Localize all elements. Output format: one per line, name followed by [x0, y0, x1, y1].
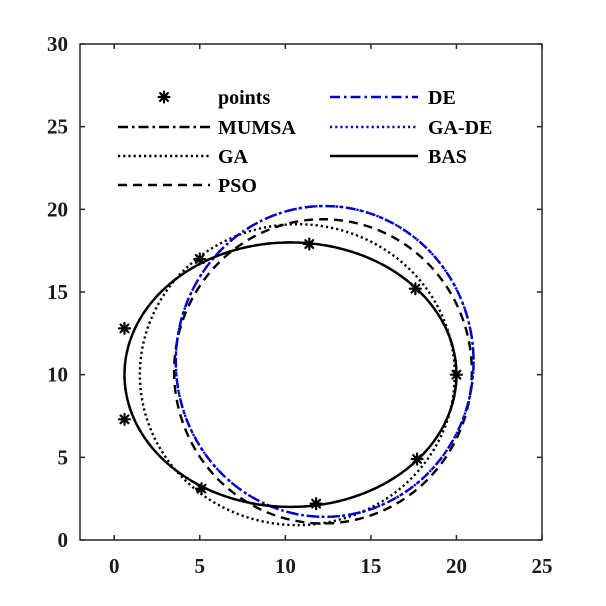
- legend-entry-mumsa: MUMSA: [118, 117, 296, 139]
- y-tick-label: 15: [47, 280, 68, 304]
- x-tick-label: 5: [195, 554, 206, 578]
- data-point: [117, 412, 132, 426]
- legend-swatch-points: [157, 90, 171, 104]
- legend-label: BAS: [428, 146, 467, 168]
- data-point: [410, 452, 424, 466]
- legend-label: points: [218, 87, 270, 109]
- legend-label: MUMSA: [218, 117, 296, 139]
- data-point: [193, 252, 207, 266]
- y-tick-label: 10: [47, 363, 68, 387]
- y-tick-label: 30: [47, 32, 68, 56]
- legend: points MUMSA GA PSO DE GA-DE BAS: [118, 87, 492, 197]
- legend-entry-points: points: [157, 87, 270, 109]
- x-tick-label: 20: [446, 554, 467, 578]
- legend-entry-ga-de: GA-DE: [330, 117, 492, 139]
- y-tick-label: 20: [47, 197, 68, 221]
- x-tick-label: 0: [109, 554, 120, 578]
- legend-label: DE: [428, 87, 456, 109]
- points-layer: [117, 237, 464, 511]
- data-point: [194, 482, 209, 496]
- data-point: [117, 321, 132, 335]
- legend-label: GA: [218, 146, 249, 168]
- legend-entry-bas: BAS: [330, 146, 467, 168]
- y-tick-label: 0: [58, 528, 69, 552]
- ticks-layer: 0 5 10 15 20 25 0 5 10 15 20 25 30: [47, 32, 553, 578]
- data-point: [408, 282, 422, 296]
- data-point: [302, 237, 316, 251]
- data-point: [449, 368, 464, 382]
- legend-entry-ga: GA: [118, 146, 249, 168]
- x-tick-label: 25: [532, 554, 553, 578]
- data-point: [309, 497, 323, 511]
- legend-entry-pso: PSO: [118, 175, 257, 197]
- y-tick-label: 25: [47, 115, 68, 139]
- legend-label: PSO: [218, 175, 257, 197]
- series-ga-de-curve: [174, 204, 475, 519]
- x-tick-label: 10: [275, 554, 296, 578]
- y-tick-label: 5: [58, 445, 69, 469]
- legend-label: GA-DE: [428, 117, 492, 139]
- series-pso-curve: [172, 218, 474, 525]
- x-tick-label: 15: [360, 554, 381, 578]
- legend-entry-de: DE: [330, 87, 456, 109]
